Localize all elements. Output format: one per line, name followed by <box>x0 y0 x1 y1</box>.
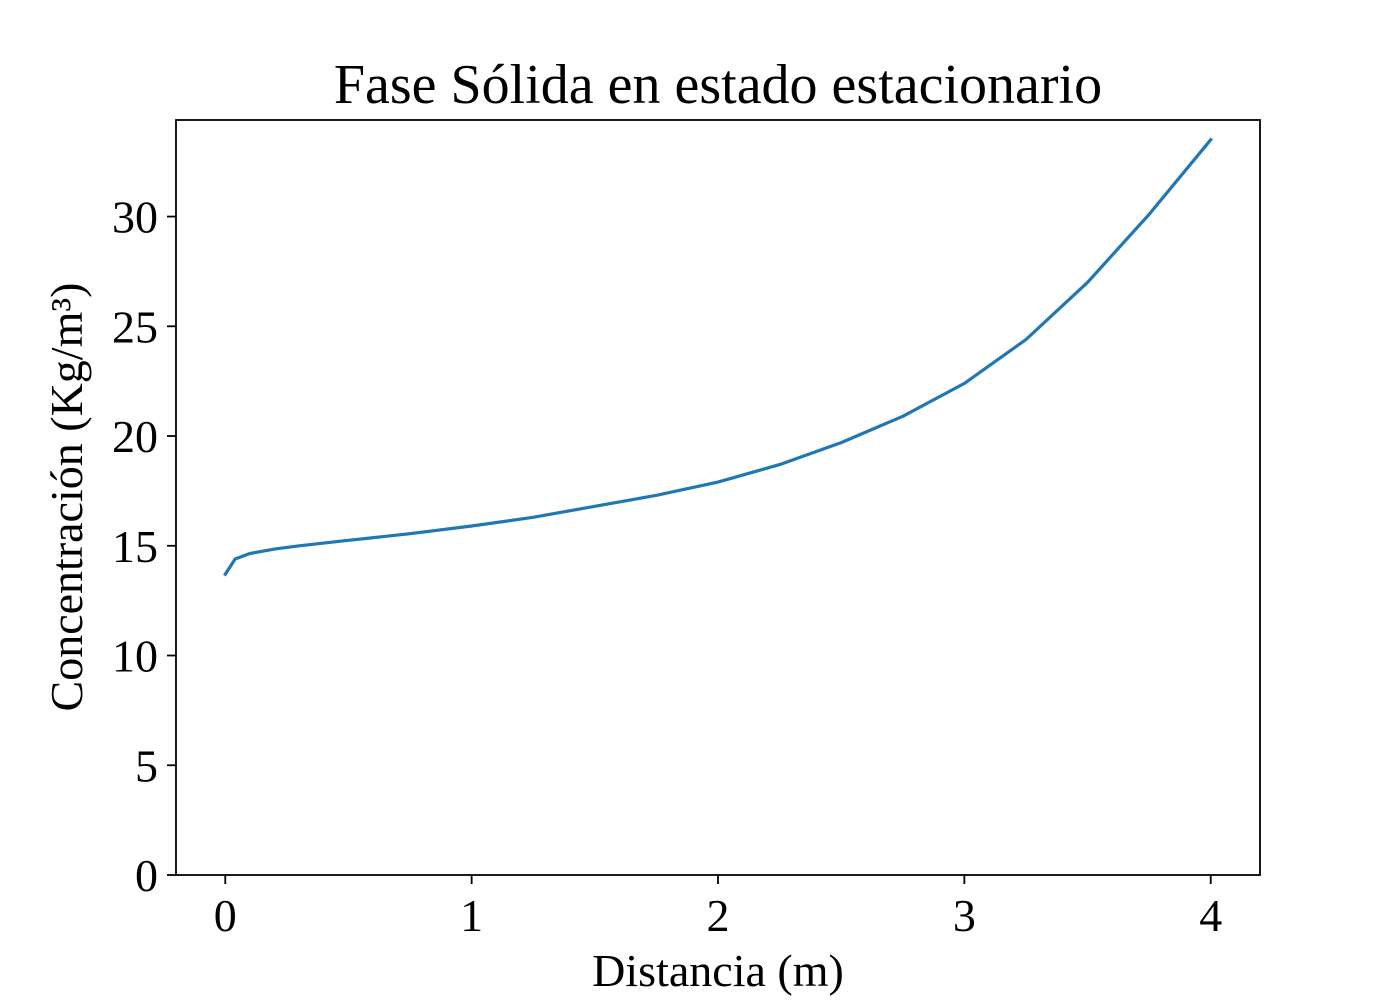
y-tick-label: 0 <box>135 850 158 901</box>
series-line-0 <box>223 137 1213 577</box>
y-axis-ticks: 0 5 10 15 20 25 30 <box>112 192 176 901</box>
plot-frame <box>175 119 1261 876</box>
y-tick-label: 25 <box>112 301 158 352</box>
y-tick-label: 10 <box>112 631 158 682</box>
y-tick-label: 20 <box>112 411 158 462</box>
y-axis-label: Concentración (Kg/m³) <box>41 283 92 712</box>
y-tick-label: 5 <box>135 740 158 791</box>
x-axis-label: Distancia (m) <box>592 945 844 996</box>
chart-title: Fase Sólida en estado estacionario <box>334 54 1102 116</box>
plot-area <box>175 119 1261 876</box>
x-tick-label: 2 <box>707 890 730 941</box>
x-axis-ticks: 0 1 2 3 4 <box>214 875 1222 941</box>
x-tick-label: 4 <box>1199 890 1222 941</box>
y-tick-label: 30 <box>112 192 158 243</box>
x-tick-label: 3 <box>953 890 976 941</box>
x-tick-label: 0 <box>214 890 237 941</box>
x-tick-label: 1 <box>460 890 483 941</box>
y-tick-label: 15 <box>112 521 158 572</box>
